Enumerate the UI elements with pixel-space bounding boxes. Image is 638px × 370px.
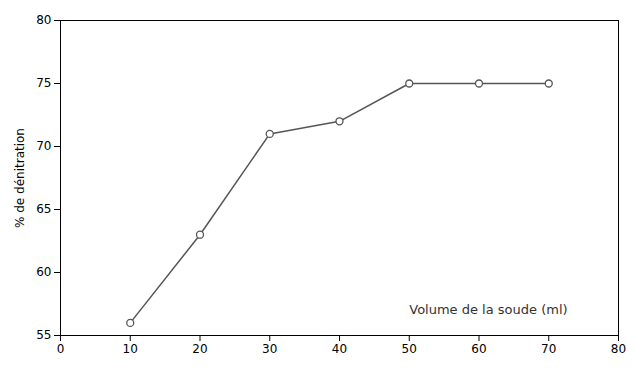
svg-text:Volume de la soude (ml): Volume de la soude (ml): [409, 302, 567, 317]
svg-text:0: 0: [57, 342, 65, 356]
svg-text:20: 20: [192, 342, 207, 356]
svg-text:60: 60: [471, 342, 486, 356]
svg-text:65: 65: [36, 202, 51, 216]
svg-text:50: 50: [402, 342, 417, 356]
svg-text:30: 30: [262, 342, 277, 356]
svg-text:55: 55: [36, 328, 51, 342]
svg-text:70: 70: [541, 342, 556, 356]
svg-text:70: 70: [36, 139, 51, 153]
svg-text:% de dénitration: % de dénitration: [13, 128, 27, 228]
svg-text:80: 80: [611, 342, 626, 356]
svg-text:10: 10: [123, 342, 138, 356]
svg-text:40: 40: [332, 342, 347, 356]
svg-text:75: 75: [36, 76, 51, 90]
svg-text:60: 60: [36, 265, 51, 279]
svg-text:80: 80: [36, 13, 51, 27]
